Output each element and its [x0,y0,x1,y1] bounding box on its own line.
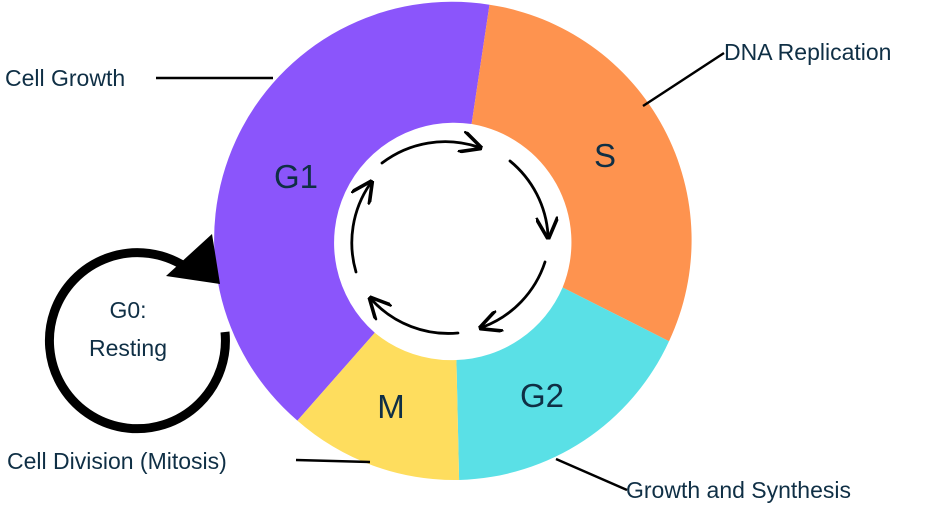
phase-label-g2: G2 [520,377,564,414]
leader-line-cell-division [295,458,371,464]
g1-sector [214,1,490,421]
g0-label-line2: Resting [89,335,167,361]
annotation-growth-synthesis: Growth and Synthesis [626,477,851,503]
phase-label-g1: G1 [274,158,318,195]
annotation-cell-division: Cell Division (Mitosis) [7,448,227,474]
g0-label-line1: G0: [109,297,146,323]
annotation-dna-replication: DNA Replication [724,39,891,65]
inner-cycle-arrows [350,142,548,335]
inner-arrow-top [380,142,478,165]
g0-resting-loop [44,234,230,434]
s-sector [471,4,692,342]
g0-loop-arrowhead [166,234,220,284]
inner-arrow-left [350,184,370,274]
g0-loop-arc [44,248,230,434]
inner-arrow-bottom [372,300,460,335]
annotation-lines [156,51,725,492]
phase-label-m: M [377,388,405,425]
cell-cycle-ring [214,1,692,481]
phase-label-s: S [594,137,616,174]
m-sector [297,332,460,481]
inner-arrow-right-lower [483,260,547,327]
leader-line-dna-replication [642,51,725,108]
g2-sector [456,287,669,480]
inner-arrow-right-upper [508,159,548,235]
annotation-cell-growth: Cell Growth [5,65,125,91]
leader-line-growth-synthesis [555,457,628,492]
